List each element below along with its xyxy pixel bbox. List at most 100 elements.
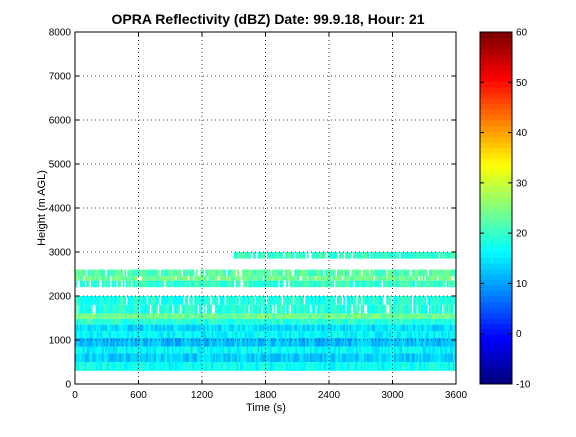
heatmap-cell	[257, 313, 260, 319]
heatmap-cell	[386, 362, 389, 371]
heatmap-cell	[295, 318, 298, 325]
heatmap-cell	[214, 346, 217, 354]
heatmap-cell	[197, 331, 200, 338]
heatmap-cell	[167, 313, 170, 319]
heatmap-cell	[127, 296, 130, 305]
heatmap-cell	[427, 337, 430, 347]
heatmap-cell	[146, 331, 149, 338]
heatmap-cell	[184, 346, 187, 354]
heatmap-cell	[155, 337, 158, 347]
heatmap-cell	[79, 353, 82, 362]
heatmap-cell	[162, 331, 165, 338]
heatmap-cell	[194, 331, 197, 338]
heatmap-cell	[238, 280, 241, 288]
heatmap-cell	[441, 280, 444, 288]
heatmap-cell	[314, 324, 317, 332]
heatmap-cell	[316, 280, 319, 288]
heatmap-cell	[205, 313, 208, 319]
heatmap-cell	[289, 276, 292, 281]
heatmap-cell	[206, 269, 209, 277]
heatmap-cell	[330, 304, 333, 314]
heatmap-cell	[86, 318, 89, 325]
heatmap-cell	[368, 353, 371, 362]
heatmap-cell	[108, 324, 111, 332]
heatmap-cell	[432, 276, 435, 281]
heatmap-cell	[159, 353, 162, 362]
heatmap-cell	[113, 304, 116, 314]
heatmap-cell	[128, 324, 131, 332]
heatmap-cell	[208, 337, 211, 347]
heatmap-cell	[117, 331, 120, 338]
heatmap-cell	[163, 362, 166, 371]
heatmap-cell	[376, 269, 379, 277]
heatmap-cell	[390, 252, 393, 259]
heatmap-cell	[78, 346, 81, 354]
heatmap-cell	[200, 296, 203, 305]
heatmap-cell	[195, 269, 198, 277]
heatmap-cell	[230, 304, 233, 314]
heatmap-cell	[262, 313, 265, 319]
heatmap-cell	[181, 280, 184, 288]
heatmap-cell	[171, 346, 174, 354]
heatmap-cell	[297, 313, 300, 319]
heatmap-cell	[335, 346, 338, 354]
heatmap-cell	[182, 318, 185, 325]
heatmap-cell	[352, 313, 355, 319]
heatmap-cell	[225, 353, 228, 362]
heatmap-cell	[349, 313, 352, 319]
heatmap-cell	[343, 296, 346, 305]
heatmap-cell	[170, 313, 173, 319]
heatmap-cell	[197, 280, 200, 288]
heatmap-cell	[141, 324, 144, 332]
heatmap-cell	[275, 324, 278, 332]
heatmap-cell	[297, 252, 300, 259]
heatmap-cell	[200, 362, 203, 371]
heatmap-cell	[176, 318, 179, 325]
heatmap-cell	[144, 276, 147, 281]
heatmap-cell	[448, 346, 451, 354]
colorbar-swatch	[480, 37, 512, 44]
heatmap-cell	[282, 313, 285, 319]
heatmap-cell	[316, 269, 319, 277]
heatmap-cell	[195, 324, 198, 332]
heatmap-cell	[254, 313, 257, 319]
heatmap-cell	[227, 324, 230, 332]
heatmap-cell	[317, 276, 320, 281]
heatmap-cell	[360, 353, 363, 362]
heatmap-cell	[146, 313, 149, 319]
heatmap-cell	[363, 280, 366, 288]
heatmap-cell	[275, 362, 278, 371]
y-axis-label: Height (m AGL)	[36, 170, 48, 246]
heatmap-cell	[302, 280, 304, 288]
heatmap-cell	[198, 304, 201, 314]
heatmap-cell	[224, 313, 227, 319]
heatmap-cell	[259, 252, 262, 259]
heatmap-cell	[260, 353, 263, 362]
heatmap-cell	[265, 346, 268, 354]
heatmap-cell	[395, 313, 398, 319]
heatmap-cell	[421, 362, 424, 371]
heatmap-cell	[246, 318, 249, 325]
heatmap-cell	[144, 296, 147, 305]
heatmap-cell	[430, 252, 433, 259]
heatmap-cell	[336, 337, 339, 347]
heatmap-cell	[454, 296, 457, 305]
heatmap-cell	[406, 276, 409, 281]
heatmap-cell	[384, 276, 387, 281]
heatmap-cell	[292, 353, 295, 362]
heatmap-cell	[86, 313, 89, 319]
heatmap-cell	[124, 353, 127, 362]
colorbar-swatch	[480, 87, 512, 93]
heatmap-cell	[321, 353, 324, 362]
heatmap-cell	[97, 296, 100, 305]
heatmap-cell	[157, 362, 160, 371]
heatmap-cell	[263, 331, 266, 338]
heatmap-cell	[433, 276, 436, 281]
heatmap-cell	[286, 331, 289, 338]
heatmap-cell	[397, 280, 400, 288]
heatmap-cell	[152, 346, 155, 354]
heatmap-cell	[160, 346, 163, 354]
heatmap-cell	[186, 280, 189, 288]
heatmap-cell	[302, 324, 304, 332]
heatmap-cell	[248, 313, 251, 319]
